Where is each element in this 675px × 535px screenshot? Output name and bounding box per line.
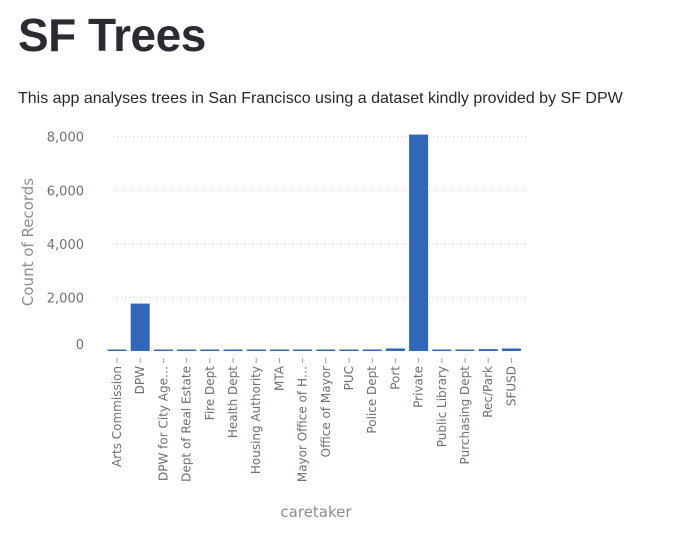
x-tick-label: Housing Authority bbox=[249, 366, 263, 474]
bar-11[interactable] bbox=[362, 349, 382, 352]
x-tick-label: Health Dept bbox=[226, 366, 240, 438]
bar-0[interactable] bbox=[107, 349, 127, 352]
x-tick-label: Public Library bbox=[435, 366, 449, 447]
y-tick-label: 4,000 bbox=[47, 238, 84, 253]
x-tick-label: MTA bbox=[272, 365, 286, 391]
x-tick-label: Dept of Real Estate bbox=[180, 366, 194, 482]
bars bbox=[107, 134, 521, 352]
x-tick-label: SFUSD bbox=[504, 366, 518, 406]
bar-14[interactable] bbox=[432, 349, 452, 352]
y-tick-label: 6,000 bbox=[47, 184, 84, 199]
y-axis-title: Count of Records bbox=[19, 178, 37, 306]
bar-6[interactable] bbox=[246, 349, 266, 352]
x-tick-label: Port bbox=[388, 366, 402, 390]
bar-4[interactable] bbox=[200, 349, 220, 352]
x-tick-label: Fire Dept bbox=[203, 366, 217, 420]
x-tick-label: Office of Mayor bbox=[319, 366, 333, 457]
bar-12[interactable] bbox=[385, 348, 405, 351]
bar-1[interactable] bbox=[130, 303, 150, 351]
x-tick-label: Mayor Office of H… bbox=[296, 366, 310, 482]
bar-9[interactable] bbox=[316, 349, 336, 352]
bar-8[interactable] bbox=[293, 349, 313, 352]
bar-2[interactable] bbox=[153, 349, 173, 352]
bar-5[interactable] bbox=[223, 349, 243, 352]
x-axis-ticks: Arts Commission DPW DPW for City Age… Dept … bbox=[110, 358, 518, 482]
y-tick-label: 0 bbox=[76, 338, 84, 353]
bar-7[interactable] bbox=[269, 349, 289, 352]
bar-3[interactable] bbox=[177, 349, 197, 352]
x-tick-label: Private bbox=[412, 366, 426, 408]
y-tick-label: 2,000 bbox=[47, 291, 84, 306]
x-tick-label: Rec/Park bbox=[481, 366, 495, 418]
x-tick-label: Purchasing Dept bbox=[458, 366, 472, 465]
x-tick-label: PUC bbox=[342, 366, 356, 390]
bar-16[interactable] bbox=[478, 349, 498, 351]
x-tick-label: DPW bbox=[133, 366, 147, 394]
x-tick-label: DPW for City Age… bbox=[156, 366, 170, 481]
gridlines bbox=[113, 136, 528, 298]
bar-15[interactable] bbox=[455, 349, 475, 352]
page-title: SF Trees bbox=[18, 9, 206, 61]
y-tick-label: 8,000 bbox=[47, 131, 84, 146]
x-tick-label: Arts Commission bbox=[110, 366, 124, 467]
bar-13[interactable] bbox=[409, 134, 429, 351]
page-subtitle: This app analyses trees in San Francisco… bbox=[18, 90, 623, 107]
y-axis-ticks: 0 2,000 4,000 6,000 8,000 bbox=[47, 131, 84, 353]
x-axis-title: caretaker bbox=[280, 503, 352, 521]
bar-10[interactable] bbox=[339, 349, 359, 352]
x-tick-label: Police Dept bbox=[365, 366, 379, 434]
bar-17[interactable] bbox=[501, 348, 521, 351]
